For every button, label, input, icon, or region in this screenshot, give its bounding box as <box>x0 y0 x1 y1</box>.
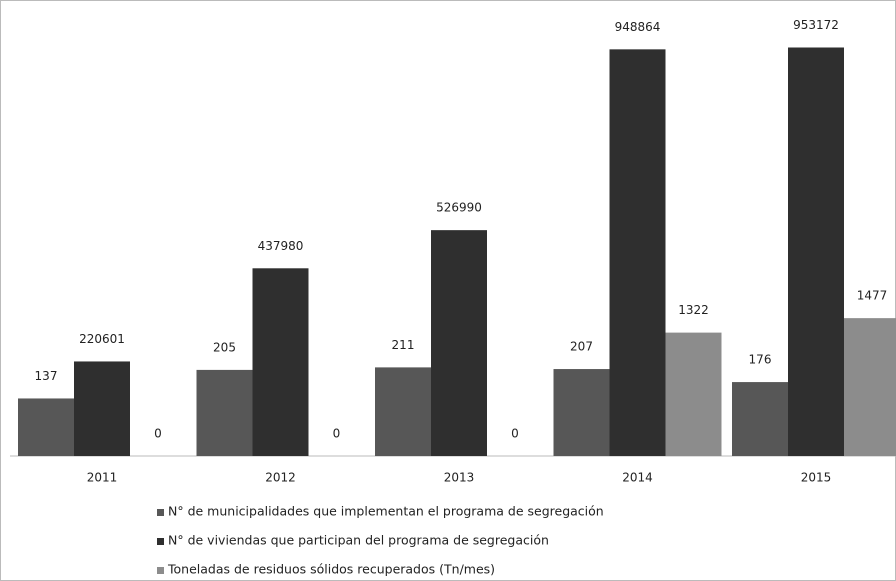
legend-swatch <box>157 509 164 516</box>
bar <box>665 332 722 456</box>
legend-label: N° de viviendas que participan del progr… <box>168 533 549 548</box>
x-tick-label: 2012 <box>265 471 296 485</box>
x-tick-label: 2011 <box>87 471 118 485</box>
data-label: 205 <box>213 340 236 354</box>
x-tick-label: 2014 <box>622 471 653 485</box>
legend-swatch <box>157 538 164 545</box>
data-label: 948864 <box>615 20 661 34</box>
bar <box>375 367 431 456</box>
bar <box>609 49 666 457</box>
bar <box>196 369 253 456</box>
data-label: 0 <box>154 427 162 441</box>
bar <box>431 230 487 456</box>
data-label: 437980 <box>258 239 304 253</box>
data-label: 220601 <box>79 332 125 346</box>
legend-label: N° de municipalidades que implementan el… <box>168 504 604 519</box>
data-label: 211 <box>392 338 415 352</box>
data-label: 176 <box>749 353 772 367</box>
bar <box>74 361 130 456</box>
bar <box>732 382 788 456</box>
legend-label: Toneladas de residuos sólidos recuperado… <box>167 562 495 577</box>
data-label: 1322 <box>678 303 709 317</box>
data-label: 526990 <box>436 201 482 215</box>
data-label: 0 <box>333 427 341 441</box>
legend-swatch <box>157 567 164 574</box>
data-label: 0 <box>511 427 519 441</box>
bar <box>18 398 74 456</box>
x-tick-label: 2015 <box>801 471 832 485</box>
data-label: 137 <box>35 369 58 383</box>
data-label: 207 <box>570 340 593 354</box>
bar <box>252 268 309 456</box>
bar <box>788 47 844 457</box>
data-label: 953172 <box>793 18 839 32</box>
data-label: 1477 <box>857 289 888 303</box>
bar <box>553 369 610 456</box>
x-tick-label: 2013 <box>444 471 475 485</box>
bar <box>844 318 896 456</box>
